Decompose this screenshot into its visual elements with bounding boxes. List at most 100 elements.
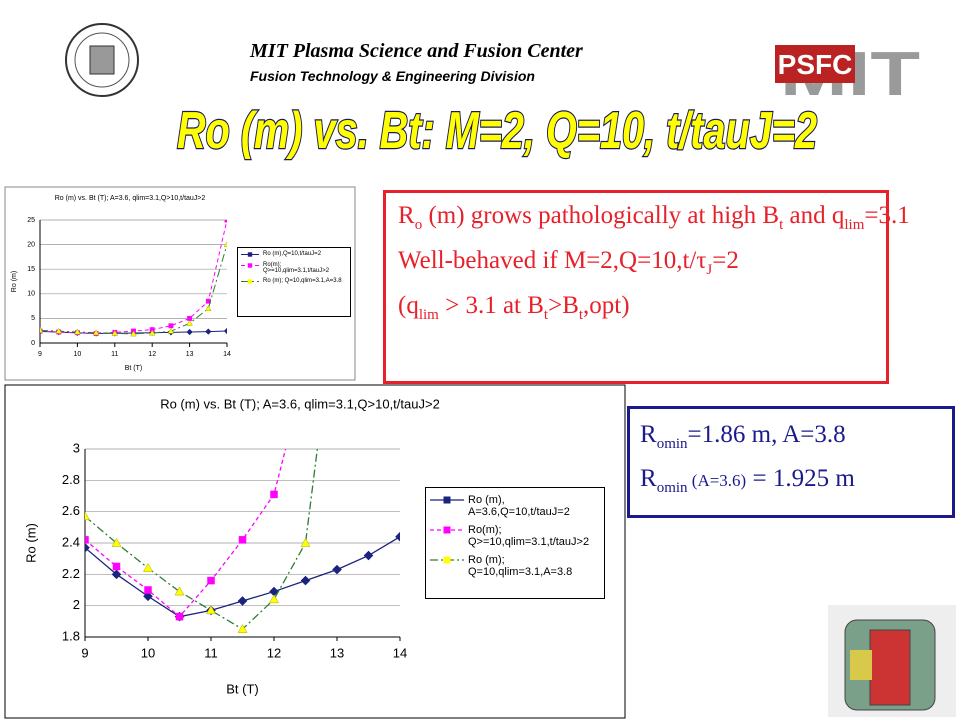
plot-area [85,449,400,633]
y-tick-label: 1.8 [62,628,80,643]
text-run: and q [783,202,845,229]
legend-swatch [241,279,259,284]
y-tick-label: 2.4 [62,534,80,549]
text-run: =2 [712,247,739,274]
marker [112,562,121,571]
marker [207,576,215,585]
marker [174,586,185,596]
text-run: = 1.925 m [746,465,855,492]
x-tick-label: 10 [141,645,155,660]
result-box: Romin=1.86 m, A=3.8 Romin (A=3.6) = 1.925… [627,406,955,518]
y-axis-label: Ro (m) [11,271,18,292]
marker [167,327,175,334]
y-tick-label: 2 [73,597,80,612]
text-line: Romin (A=3.6) = 1.925 m [640,465,952,497]
marker [40,326,44,333]
marker [85,542,90,553]
text-line: (qlim > 3.1 at Bt>Bt,opt) [398,293,886,328]
text-run: o [414,217,423,233]
tokamak-image [828,605,956,717]
y-tick-label: 5 [31,315,35,322]
text-run: (A=3.6) [687,471,747,490]
text-run: =1.86 m, A=3.8 [687,421,846,448]
text-run: omin [656,480,688,496]
legend-marker [443,556,451,564]
x-tick-label: 13 [186,351,194,358]
text-run: R [398,202,415,229]
x-tick-label: 9 [81,645,88,660]
marker [143,563,153,572]
legend-entry: Ro(m); Q>=10,qlim=3.1,t/tauJ>2 [429,524,601,548]
marker [205,305,212,312]
marker [332,564,342,575]
x-tick-label: 14 [393,645,407,660]
marker [92,329,100,336]
marker [205,328,212,335]
text-run: (q [398,292,419,319]
legend-label: Ro (m); Q=10,qlim=3.1,A=3.8 [468,554,573,578]
x-tick-label: 10 [74,351,82,358]
marker [144,586,152,594]
text-line: Romin=1.86 m, A=3.8 [640,421,952,453]
marker [363,550,374,561]
legend-entry: Ro (m); Q=10,qlim=3.1,A=3.8 [240,278,348,285]
legend-label: Ro(m); Q>=10,qlim=3.1,t/tauJ>2 [263,262,330,274]
legend: Ro (m),Q=10,t/tauJ=2 Ro(m); Q>=10,qlim=3.… [237,247,351,317]
y-tick-label: 10 [27,291,35,298]
legend-swatch [430,526,464,534]
marker [175,612,184,621]
marker [270,490,278,499]
y-tick-label: 0 [31,340,35,347]
seal-logo [65,23,139,97]
logo-text: PSFC [778,49,853,80]
y-tick-label: 3 [73,440,80,455]
legend-entry: Ro (m), A=3.6,Q=10,t/tauJ=2 [429,494,601,518]
division-name: Fusion Technology & Engineering Division [250,68,535,84]
legend-marker [247,263,253,268]
y-axis-label: Ro (m) [23,523,38,563]
x-tick-label: 11 [111,351,118,358]
marker [168,323,174,329]
marker [186,319,193,326]
marker [237,624,248,633]
x-tick-label: 9 [38,351,42,358]
legend-label: Ro(m); Q>=10,qlim=3.1,t/tauJ>2 [468,524,590,548]
y-tick-label: 25 [27,217,35,224]
text-run: t [543,307,549,323]
x-axis-label: Bt (T) [125,365,143,372]
marker [148,329,156,336]
chart-title: Ro (m) vs. Bt (T); A=3.6, qlim=3.1,Q>10,… [160,396,440,411]
marker [237,596,248,606]
marker [224,220,227,223]
y-tick-label: 2.8 [62,472,80,487]
text-run: Well-behaved if M=2,Q=10,t/τ [398,247,707,274]
marker [111,329,119,336]
marker [187,315,193,321]
text-run: =3.1 [864,202,910,229]
legend-marker [247,279,253,284]
legend-label: Ro (m), A=3.6,Q=10,t/tauJ=2 [468,494,570,518]
chart-title: Ro (m) vs. Bt (T); A=3.6, qlim=3.1,Q>10,… [55,195,206,202]
legend-swatch [430,496,464,504]
x-tick-label: 14 [223,351,231,358]
marker [85,511,90,521]
legend-label: Ro (m),Q=10,t/tauJ=2 [263,251,322,257]
legend-marker [443,526,451,534]
plot-area [40,220,227,337]
x-axis-label: Bt (T) [226,681,259,696]
marker [130,330,137,337]
marker [206,605,216,615]
marker [111,569,122,580]
x-tick-label: 11 [204,645,218,660]
text-run: R [640,421,657,448]
text-run: lim [844,217,865,233]
marker [55,327,62,334]
x-tick-label: 12 [267,645,281,660]
text-run: lim [418,307,439,323]
text-run: omin [656,436,688,452]
marker [300,575,311,586]
marker [269,594,279,604]
text-run: t [779,217,784,233]
text-run: R [640,465,657,492]
